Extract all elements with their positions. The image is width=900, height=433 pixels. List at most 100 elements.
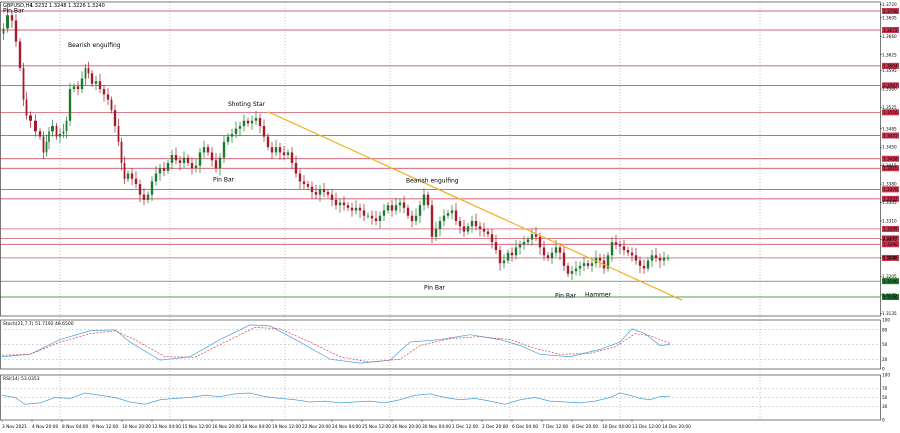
- level-price-label: 1.3567: [883, 83, 898, 88]
- candle-body: [358, 207, 362, 211]
- level-price-label: 1.3277: [883, 236, 898, 241]
- candle-body: [210, 152, 214, 161]
- candle-body: [646, 260, 650, 269]
- candle-body: [48, 131, 50, 142]
- candle-body: [574, 268, 578, 272]
- pattern-annotation: Shoting Star: [228, 101, 266, 108]
- candle-body: [398, 202, 402, 206]
- candle-body: [514, 247, 518, 256]
- candle-body: [55, 126, 58, 137]
- time-tick-label: 13 Dec 12:00: [632, 424, 661, 430]
- pattern-annotation: Bearish engulfing: [68, 42, 121, 49]
- candle-body: [10, 15, 14, 21]
- time-tick-label: 22 Nov 20:00: [302, 424, 331, 430]
- time-tick-label: 30 Nov 04:00: [422, 424, 451, 430]
- pattern-annotation: Pin Bar: [555, 293, 577, 300]
- candle-body: [486, 231, 490, 235]
- candle-body: [450, 210, 454, 214]
- candle-body: [282, 152, 286, 156]
- candle-body: [386, 205, 390, 211]
- candle-body: [226, 136, 230, 142]
- candle-body: [330, 194, 334, 200]
- time-tick-label: 15 Nov 12:00: [182, 424, 211, 430]
- price-tick-label: 1.3205: [882, 274, 897, 279]
- candle-body: [434, 228, 438, 237]
- candle-body: [658, 257, 662, 261]
- candle-body: [610, 242, 614, 256]
- candle-body: [382, 210, 386, 216]
- candle-body: [482, 228, 486, 232]
- candle-body: [442, 215, 446, 222]
- trendline[interactable]: [267, 111, 683, 301]
- candle-body: [538, 236, 542, 248]
- candle-body: [110, 99, 113, 111]
- candle-body: [6, 15, 9, 29]
- level-price-tag: [882, 294, 899, 301]
- candle-body: [410, 215, 414, 222]
- time-tick-label: 10 Dec 04:00: [602, 424, 631, 430]
- candle-body: [354, 207, 358, 211]
- pattern-annotation: Pin Bar: [3, 8, 25, 15]
- candle-body: [470, 221, 474, 227]
- time-tick-label: 18 Nov 04:00: [242, 424, 271, 430]
- candle-body: [654, 255, 658, 258]
- candle-body: [322, 189, 326, 192]
- level-price-label: 1.3196: [883, 279, 898, 284]
- candle-body: [598, 257, 602, 261]
- level-price-tag: [882, 186, 899, 193]
- candle-body: [618, 244, 622, 247]
- candle-body: [506, 252, 510, 261]
- time-tick-label: 8 Nov 04:00: [62, 424, 89, 430]
- candle-body: [578, 265, 582, 269]
- price-tick-label: 1.3275: [882, 237, 897, 242]
- price-tick-label: 1.3135: [882, 311, 897, 316]
- candle-body: [494, 242, 498, 251]
- candle-body: [614, 242, 618, 245]
- time-tick-label: 1 Dec 12:00: [452, 424, 478, 430]
- candle-body: [238, 126, 242, 129]
- rsi-label: RSI(14) 53.0353: [3, 376, 40, 382]
- candle-body: [490, 234, 494, 243]
- candle-body: [334, 199, 338, 206]
- candle-body: [426, 194, 430, 206]
- candle-body: [162, 168, 166, 171]
- candle-body: [518, 244, 522, 248]
- candle-body: [634, 255, 638, 261]
- candle-body: [120, 141, 123, 163]
- candle-body: [662, 257, 666, 261]
- pattern-annotation: Bearish engulfing: [406, 177, 459, 184]
- candle-body: [290, 152, 294, 163]
- time-tick-label: 8 Dec 20:00: [572, 424, 598, 430]
- candle-body: [318, 189, 322, 195]
- time-tick-label: 16 Nov 20:00: [212, 424, 241, 430]
- price-tick-label: 1.3310: [882, 219, 897, 224]
- time-tick-label: 3 Nov 2021: [2, 424, 27, 430]
- rsi-pane: 100 70 50 30 0 RSI(14) 53.0353: [0, 373, 890, 423]
- candle-body: [150, 181, 154, 195]
- level-price-label: 1.3672: [883, 28, 898, 33]
- rsi-tick-label: 30: [882, 404, 888, 409]
- price-tick-label: 1.3720: [882, 2, 897, 7]
- level-price-label: 1.3240: [883, 256, 898, 261]
- candle-body: [72, 86, 76, 90]
- candle-body: [270, 147, 274, 153]
- candle-body: [458, 221, 462, 227]
- level-price-tag: [882, 165, 899, 172]
- candle-body: [274, 147, 278, 153]
- price-tick-label: 1.3525: [882, 105, 897, 110]
- candle-body: [266, 136, 270, 148]
- candle-body: [422, 194, 426, 206]
- candle-body: [250, 120, 254, 124]
- pattern-annotation: Pin Bar: [213, 176, 235, 183]
- candle-body: [454, 210, 458, 222]
- candle-body: [51, 126, 54, 132]
- candle-body: [502, 260, 506, 264]
- candle-body: [562, 252, 566, 266]
- candle-body: [42, 136, 45, 153]
- rsi-tick-label: 70: [882, 386, 888, 391]
- level-price-label: 1.3428: [883, 157, 898, 162]
- downtrend-line[interactable]: [267, 111, 683, 301]
- candle-body: [22, 67, 25, 100]
- candle-body: [530, 234, 534, 240]
